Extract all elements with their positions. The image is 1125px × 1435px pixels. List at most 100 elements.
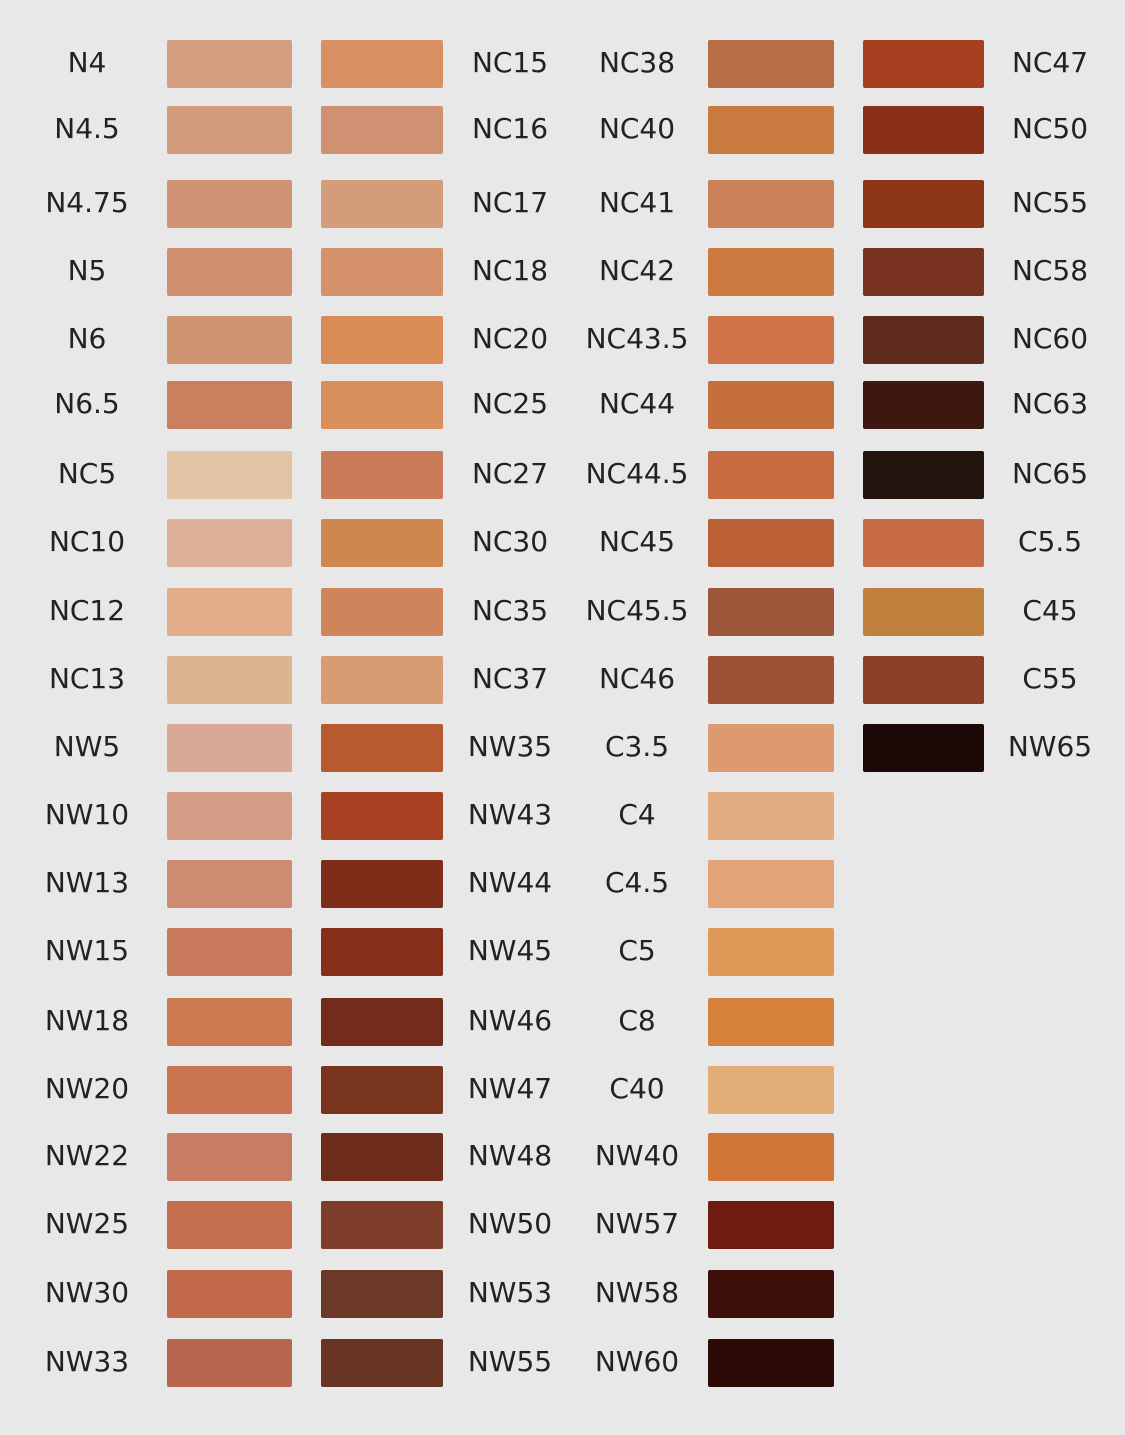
swatch (708, 381, 834, 429)
swatch (708, 588, 834, 636)
shade-label: C5.5 (1018, 525, 1082, 558)
swatch (321, 1339, 443, 1387)
shade-label: NW33 (45, 1345, 129, 1378)
swatch (167, 860, 292, 908)
swatch (863, 724, 984, 772)
shade-label: NW15 (45, 934, 129, 967)
swatch (167, 40, 292, 88)
swatch (167, 180, 292, 228)
swatch (708, 180, 834, 228)
swatch (321, 792, 443, 840)
shade-label: NC55 (1012, 186, 1088, 219)
swatch (167, 588, 292, 636)
shade-label: NC20 (472, 322, 548, 355)
swatch (708, 1133, 834, 1181)
swatch (321, 998, 443, 1046)
shade-label: NC35 (472, 594, 548, 627)
shade-label: NC12 (49, 594, 125, 627)
shade-label: NC45.5 (586, 594, 689, 627)
shade-label: NW5 (54, 730, 120, 763)
swatch (708, 928, 834, 976)
shade-label: NW55 (468, 1345, 552, 1378)
shade-label: NW22 (45, 1139, 129, 1172)
shade-label: NW18 (45, 1004, 129, 1037)
shade-label: NW25 (45, 1207, 129, 1240)
swatch (167, 1339, 292, 1387)
swatch (321, 106, 443, 154)
swatch (167, 1201, 292, 1249)
shade-label: NW10 (45, 798, 129, 831)
swatch (321, 1270, 443, 1318)
shade-label: NW43 (468, 798, 552, 831)
swatch (708, 1270, 834, 1318)
shade-label: N6.5 (54, 387, 119, 420)
shade-label: NC10 (49, 525, 125, 558)
swatch (708, 724, 834, 772)
swatch (708, 792, 834, 840)
swatch (708, 106, 834, 154)
swatch (863, 40, 984, 88)
shade-label: NC40 (599, 112, 675, 145)
swatch (708, 451, 834, 499)
swatch (321, 928, 443, 976)
swatch (167, 106, 292, 154)
shade-label: NC44 (599, 387, 675, 420)
shade-label: N5 (68, 254, 107, 287)
shade-label: NC17 (472, 186, 548, 219)
shade-label: NW50 (468, 1207, 552, 1240)
swatch (321, 1133, 443, 1181)
swatch (863, 180, 984, 228)
shade-label: NC46 (599, 662, 675, 695)
shade-label: NC65 (1012, 457, 1088, 490)
shade-label: NC25 (472, 387, 548, 420)
shade-label: NW58 (595, 1276, 679, 1309)
swatch (321, 656, 443, 704)
swatch (321, 180, 443, 228)
shade-label: NW35 (468, 730, 552, 763)
swatch (167, 792, 292, 840)
swatch (167, 451, 292, 499)
swatch (321, 381, 443, 429)
shade-label: NW13 (45, 866, 129, 899)
shade-label: NW47 (468, 1072, 552, 1105)
shade-label: C45 (1022, 594, 1077, 627)
swatch (863, 656, 984, 704)
swatch (863, 248, 984, 296)
shade-label: N4.75 (45, 186, 128, 219)
swatch (708, 860, 834, 908)
shade-label: NC5 (58, 457, 116, 490)
swatch (863, 106, 984, 154)
swatch (167, 248, 292, 296)
shade-label: N4.5 (54, 112, 119, 145)
shade-label: NC44.5 (586, 457, 689, 490)
swatch (321, 1201, 443, 1249)
shade-label: NC60 (1012, 322, 1088, 355)
swatch (167, 928, 292, 976)
swatch (321, 588, 443, 636)
shade-label: NW60 (595, 1345, 679, 1378)
swatch (863, 588, 984, 636)
swatch (321, 1066, 443, 1114)
shade-label: NW20 (45, 1072, 129, 1105)
shade-label: C4.5 (605, 866, 669, 899)
shade-label: NW40 (595, 1139, 679, 1172)
swatch (167, 519, 292, 567)
swatch (321, 40, 443, 88)
shade-label: NW57 (595, 1207, 679, 1240)
shade-label: C8 (618, 1004, 655, 1037)
shade-label: C55 (1022, 662, 1077, 695)
shade-label: C4 (618, 798, 655, 831)
swatch (708, 1066, 834, 1114)
shade-label: C3.5 (605, 730, 669, 763)
swatch (708, 1201, 834, 1249)
swatch (167, 1270, 292, 1318)
swatch (708, 1339, 834, 1387)
swatch (708, 316, 834, 364)
shade-label: NC45 (599, 525, 675, 558)
shade-label: C40 (609, 1072, 664, 1105)
shade-label: NC15 (472, 46, 548, 79)
shade-label: NC58 (1012, 254, 1088, 287)
swatch (167, 1133, 292, 1181)
shade-label: NW53 (468, 1276, 552, 1309)
